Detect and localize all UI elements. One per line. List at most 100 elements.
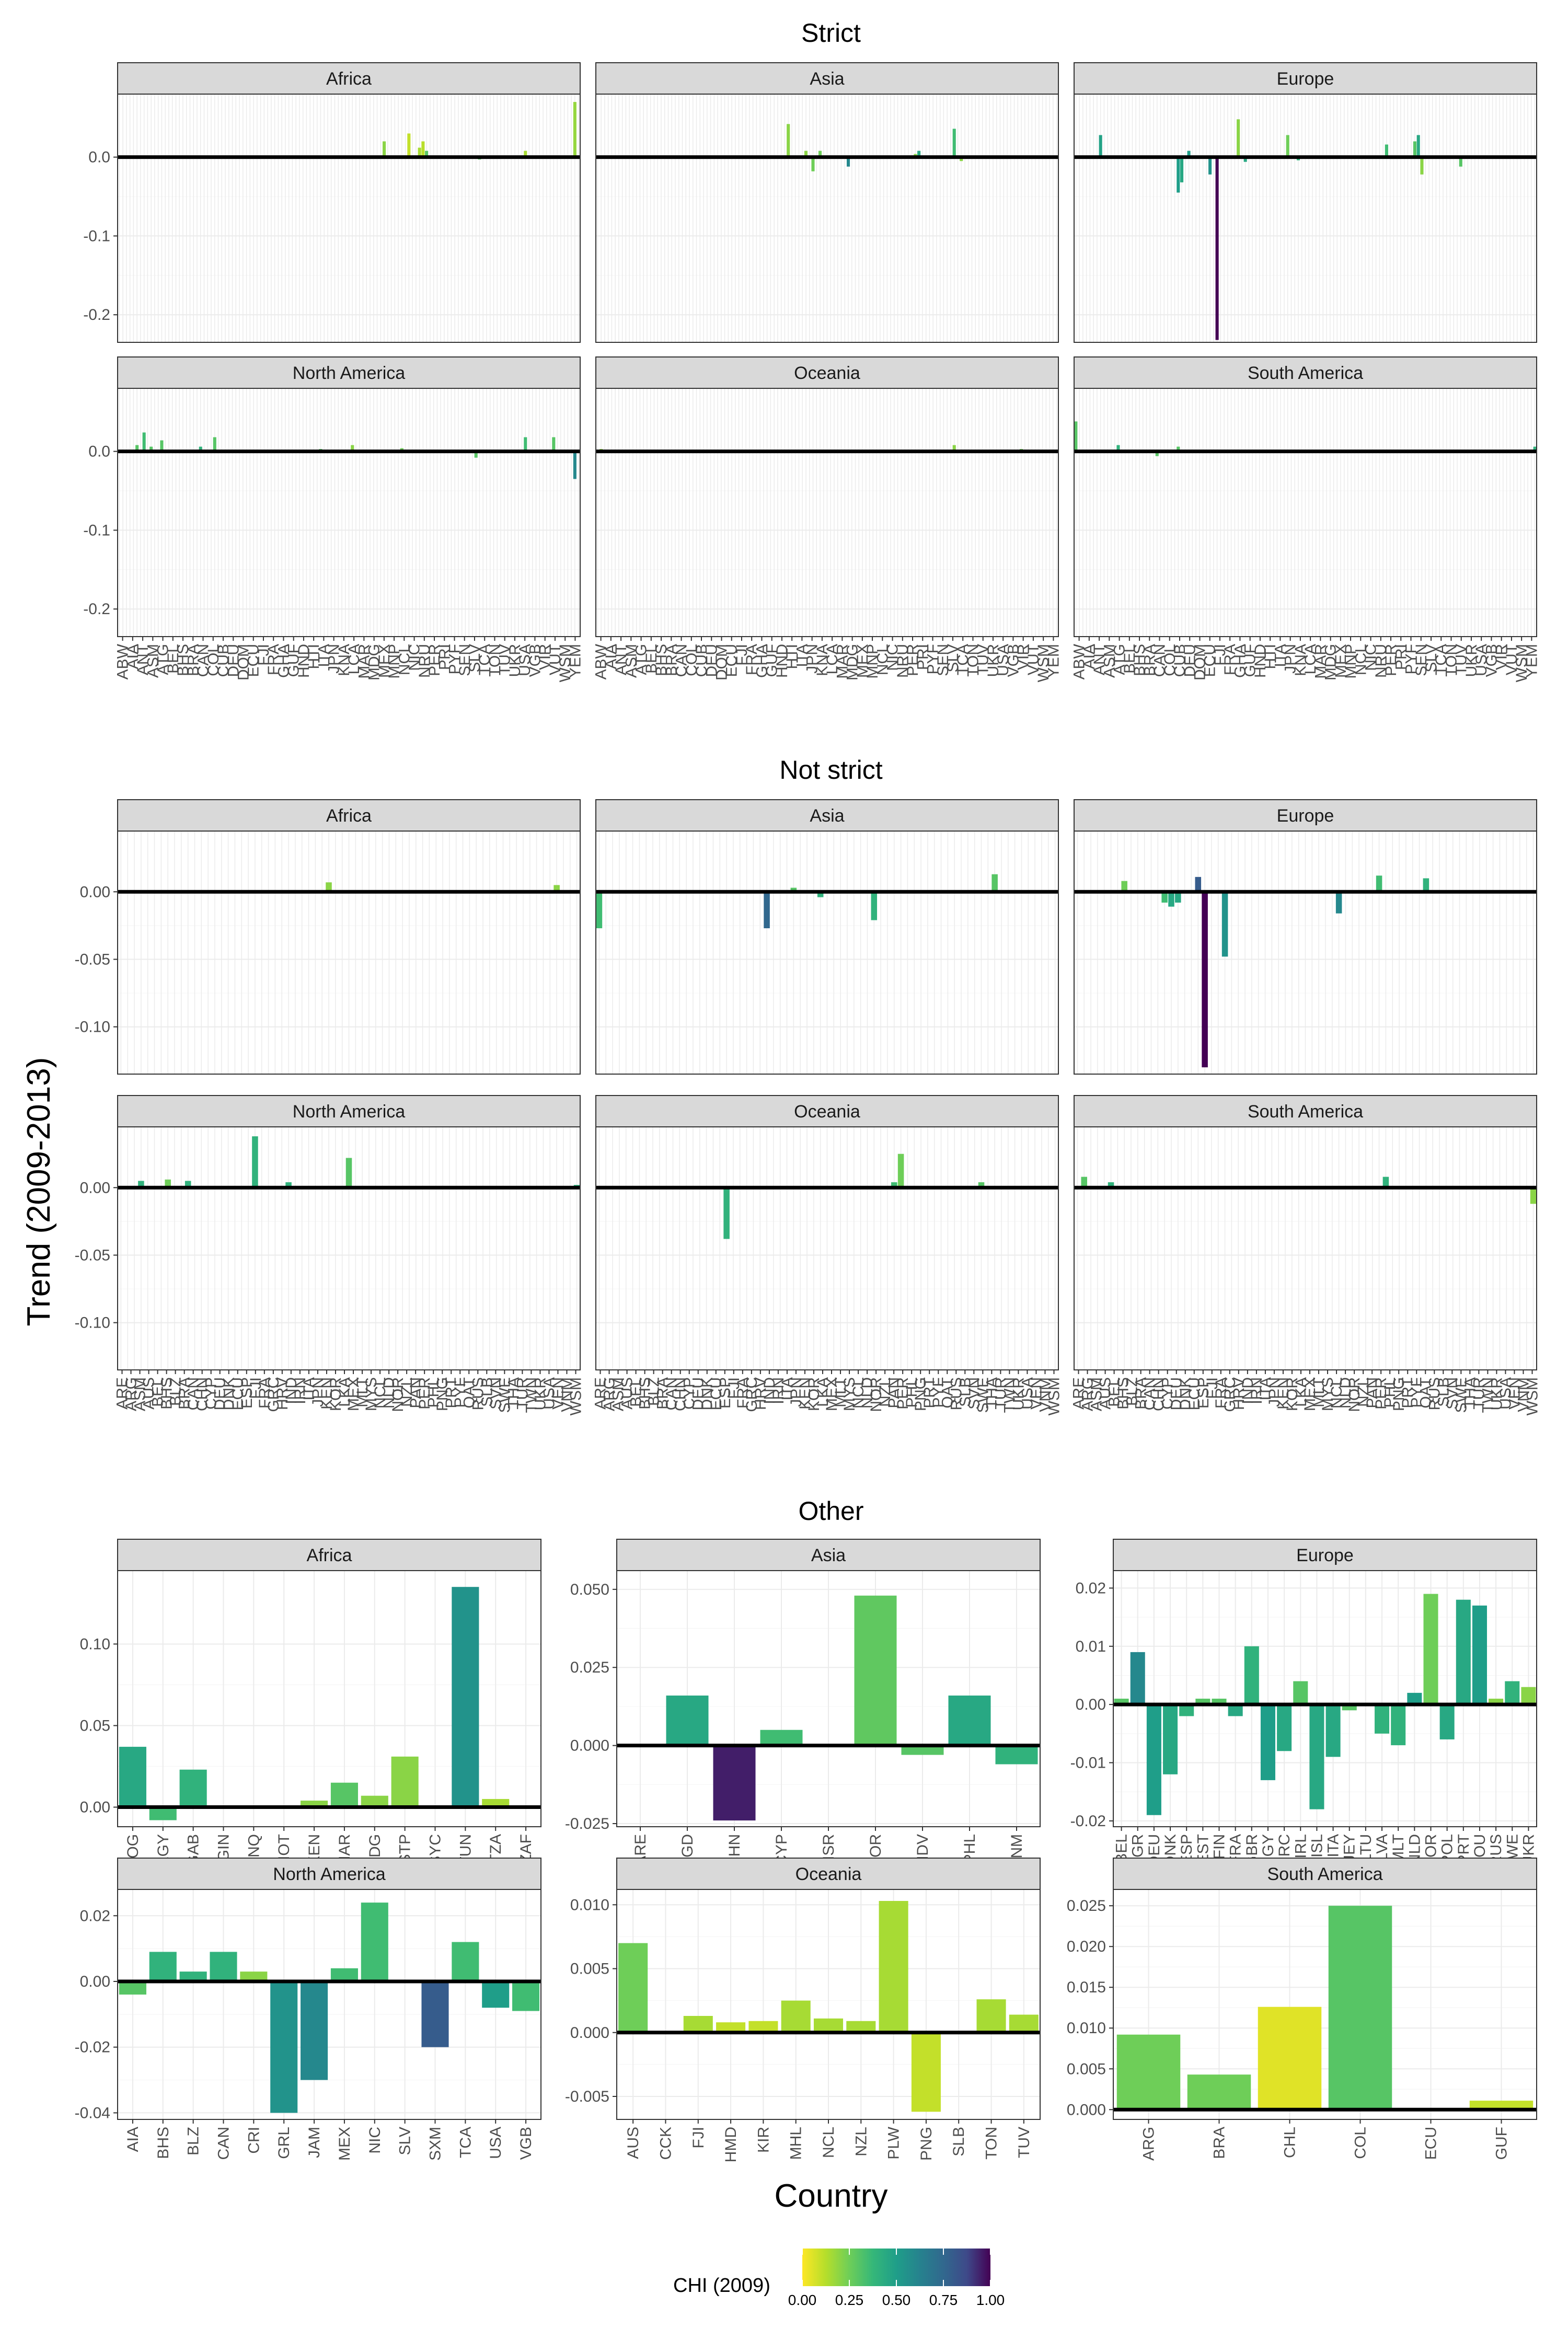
x-tick-label: PNG: [1390, 1377, 1408, 1411]
bar-mdg: [361, 1795, 388, 1807]
panel-border: [117, 1570, 541, 1827]
y-tick-label: -0.1: [83, 522, 110, 539]
x-tick-label: TUV: [975, 644, 992, 675]
x-tick-label: QAT: [939, 1377, 956, 1408]
x-tick-label: PRT: [921, 1377, 938, 1408]
bar-fin: [1195, 877, 1202, 892]
bar-grl: [270, 1981, 298, 2113]
x-tick-label: THA: [983, 1377, 1000, 1409]
bar-isl: [1309, 1704, 1324, 1809]
x-tick-label: MAR: [834, 644, 851, 679]
x-tick-label: CHN: [194, 1377, 211, 1411]
bar-deu: [1161, 892, 1168, 903]
bar-bra: [1187, 2074, 1251, 2110]
x-tick-label: YEM: [1523, 644, 1540, 678]
x-tick-label: TON: [964, 644, 982, 677]
x-tick-label: VGB: [526, 644, 544, 677]
y-tick-label: 0.050: [570, 1581, 609, 1598]
bar-col: [1328, 1906, 1392, 2110]
x-tick-label: BLZ: [1124, 1377, 1141, 1406]
x-tick-label: TON: [983, 2127, 1000, 2160]
x-tick-label: DNK: [1177, 1377, 1194, 1410]
panel-strict-north-america: North America0.0-0.1-0.2ABWAIAANTASMATGB…: [83, 356, 584, 682]
x-tick-label: PRT: [443, 1377, 460, 1408]
x-tick-label: BRA: [176, 1377, 193, 1410]
x-tick-label: TUR: [514, 1377, 531, 1410]
panel-strip-label: North America: [273, 1864, 385, 1884]
x-tick-label: ECU: [1186, 1377, 1203, 1410]
x-tick-label: MEX: [345, 1377, 362, 1411]
bar-hmd: [716, 2022, 746, 2033]
bar-nzl: [891, 1182, 897, 1188]
panel-strip-label: Europe: [1277, 69, 1334, 89]
panel-strip: [1113, 1539, 1537, 1571]
bar-sxm: [421, 1981, 449, 2047]
x-tick-label: ABW: [593, 643, 610, 679]
panel-other-north-america: North America -0.04 -0.02 0.00 0.02 AIA BHS BLZ…: [75, 1858, 541, 2161]
x-tick-label: NOR: [389, 1377, 407, 1412]
x-tick-label: WSM: [1045, 1377, 1063, 1415]
bar-ind: [804, 151, 808, 157]
bar-est: [1195, 1699, 1210, 1705]
x-tick-label: CAN: [673, 644, 690, 677]
bar-sau: [474, 451, 478, 458]
y-tick-label: 0.0: [88, 149, 110, 166]
panel-border: [1074, 831, 1537, 1075]
bar-aus: [138, 1181, 144, 1188]
x-tick-label: ASM: [132, 1377, 149, 1411]
bar-atg: [135, 445, 139, 452]
panel-border: [1074, 1126, 1537, 1370]
bar-bhs: [149, 1952, 177, 1981]
x-tick-label: MEX: [336, 2127, 353, 2161]
panel-strip: [117, 1539, 541, 1571]
x-tick-label: MEX: [1332, 644, 1350, 678]
x-tick-label: VUT: [1503, 644, 1520, 675]
x-tick-label: GUF: [1242, 644, 1259, 677]
y-tick-label: 0.020: [1067, 1938, 1106, 1955]
x-tick-label: ISR: [820, 1834, 837, 1860]
x-tick-label: IND: [1239, 1377, 1256, 1404]
x-tick-label: KEN: [797, 1377, 814, 1410]
panel-strip-label: Oceania: [794, 363, 860, 383]
x-tick-label: AIA: [1081, 644, 1098, 669]
x-tick-label: IND: [283, 1377, 300, 1404]
panel-strict-africa: Africa 0.0 -0.1 -0.2: [83, 62, 581, 343]
x-tick-label: MNP: [386, 644, 403, 679]
x-tick-label: FRA: [734, 1377, 752, 1409]
x-tick-label: BEL: [628, 1377, 645, 1407]
x-tick-label: SLB: [478, 1377, 495, 1407]
bar-stp: [391, 1756, 419, 1807]
bar-rus: [1489, 1699, 1504, 1705]
x-tick-label: KNA: [814, 644, 831, 676]
x-tick-label: BEL: [1121, 644, 1138, 674]
bar-moz: [407, 133, 411, 157]
bar-phl: [948, 1696, 991, 1746]
bar-usa: [554, 885, 560, 892]
x-tick-label: BRA: [654, 1377, 672, 1410]
x-tick-label: NZL: [398, 1377, 416, 1407]
x-tick-label: KOR: [1284, 1377, 1301, 1411]
panel-strip-label: North America: [293, 1102, 405, 1122]
x-tick-label: PYF: [930, 1377, 947, 1408]
x-tick-label: SEN: [1413, 644, 1430, 676]
facet-panels: Africa 0.0 -0.1 -0.2 Asia Europe North America…: [75, 62, 1541, 2162]
x-tick-label: LCA: [345, 644, 363, 674]
panel-border: [1074, 94, 1537, 343]
x-tick-label: TWN: [523, 1377, 540, 1413]
bar-grc: [1243, 157, 1247, 162]
x-tick-label: ITA: [1257, 1377, 1274, 1400]
bar-irl: [1293, 1681, 1308, 1705]
x-tick-label: SLV: [944, 644, 962, 672]
x-tick-label: DOM: [713, 644, 730, 681]
bar-nga: [421, 141, 425, 157]
x-tick-label: KEN: [1275, 1377, 1292, 1410]
bar-mlt: [1391, 1704, 1406, 1746]
bar-bgr: [1108, 1182, 1114, 1188]
bar-bel: [1114, 1699, 1129, 1705]
x-tick-label: NCL: [1352, 644, 1369, 675]
x-tick-label: NLD: [1337, 1377, 1354, 1409]
bar-omn: [917, 151, 921, 157]
bar-nic: [361, 1903, 388, 1981]
x-tick-label: CYP: [681, 1377, 698, 1410]
panel-border: [1113, 1889, 1537, 2120]
